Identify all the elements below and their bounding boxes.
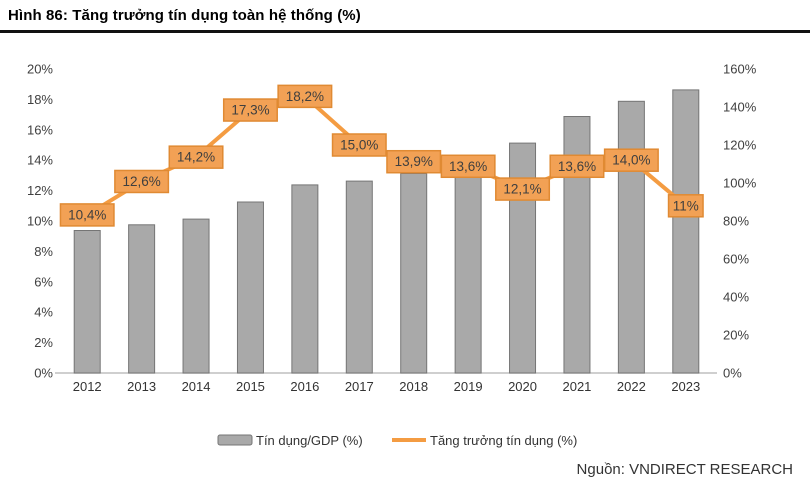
left-axis-tick: 8% [34,244,53,259]
legend: Tín dụng/GDP (%) Tăng trưởng tín dụng (%… [217,433,577,448]
x-axis-year-label: 2023 [671,379,700,394]
data-label-text: 14,2% [177,150,215,165]
legend-bar-label: Tín dụng/GDP (%) [256,433,363,448]
data-label-text: 10,4% [68,207,106,222]
left-axis-tick: 0% [34,366,53,381]
bar-2014 [182,218,210,374]
bar-2016 [291,184,319,374]
figure-title: Hình 86: Tăng trưởng tín dụng toàn hệ th… [0,0,810,33]
data-label-text: 12,6% [122,174,160,189]
data-label-text: 11% [673,198,699,213]
right-axis-tick: 160% [723,62,757,77]
x-axis-year-label: 2012 [73,379,102,394]
data-label-box-2015 [222,98,278,122]
data-label-box-2017 [331,133,387,157]
x-axis-year-label: 2021 [562,379,591,394]
left-axis-tick: 20% [27,62,53,77]
bar-2022 [617,100,645,374]
data-label-box-2020 [495,177,551,201]
right-axis-tick: 40% [723,290,749,305]
data-label-text: 14,0% [612,153,650,168]
data-label-box-2016 [277,84,333,109]
x-axis-year-label: 2020 [508,379,537,394]
left-axis-tick: 18% [27,92,53,107]
right-axis-tick: 20% [723,328,749,343]
data-label-text: 18,2% [286,89,324,104]
source-attribution: Nguồn: VNDIRECT RESEARCH [576,461,793,478]
left-axis-tick: 16% [27,122,53,137]
legend-line-label: Tăng trưởng tín dụng (%) [430,433,577,448]
left-axis-tick: 12% [27,183,53,198]
x-axis-year-label: 2022 [617,379,646,394]
right-axis-tick: 60% [723,252,749,267]
data-label-box-2023 [667,194,704,218]
bar-2017 [345,180,373,374]
left-axis-tick: 2% [34,335,53,350]
chart-container: Tín dụng/GDP (%) Tăng trưởng tín dụng (%… [0,33,810,453]
bar-2023 [672,89,700,374]
x-axis-year-label: 2013 [127,379,156,394]
left-axis-tick: 14% [27,153,53,168]
left-axis-tick: 10% [27,214,53,229]
data-label-text: 12,1% [503,182,541,197]
bar-2013 [128,224,156,374]
data-label-box-2012 [59,203,115,227]
x-axis-year-label: 2018 [399,379,428,394]
data-label-box-2021 [549,154,605,179]
right-axis-tick: 120% [723,138,757,153]
data-label-text: 15,0% [340,138,378,153]
data-label-text: 17,3% [231,103,269,118]
combo-chart-svg: Tín dụng/GDP (%) Tăng trưởng tín dụng (%… [27,62,757,449]
bar-2019 [454,176,482,374]
right-axis-tick: 100% [723,176,757,191]
data-label-box-2013 [114,169,170,194]
legend-bar-swatch-icon [217,434,253,446]
left-axis-tick: 4% [34,305,53,320]
right-axis-tick: 140% [723,100,757,115]
bar-2015 [236,201,264,374]
x-axis-year-label: 2016 [290,379,319,394]
x-axis-year-label: 2017 [345,379,374,394]
bar-2018 [400,173,428,374]
data-label-box-2022 [603,148,659,172]
x-axis-year-label: 2015 [236,379,265,394]
right-axis-tick: 0% [723,366,742,381]
data-label-text: 13,6% [449,159,487,174]
data-label-box-2019 [440,154,496,179]
left-axis-tick: 6% [34,274,53,289]
right-axis-tick: 80% [723,214,749,229]
bar-2012 [73,230,101,374]
data-label-box-2018 [386,149,442,174]
data-label-box-2014 [168,145,224,169]
x-axis-year-label: 2019 [454,379,483,394]
x-axis-year-label: 2014 [182,379,211,394]
data-label-text: 13,6% [558,159,596,174]
data-label-text: 13,9% [395,154,433,169]
